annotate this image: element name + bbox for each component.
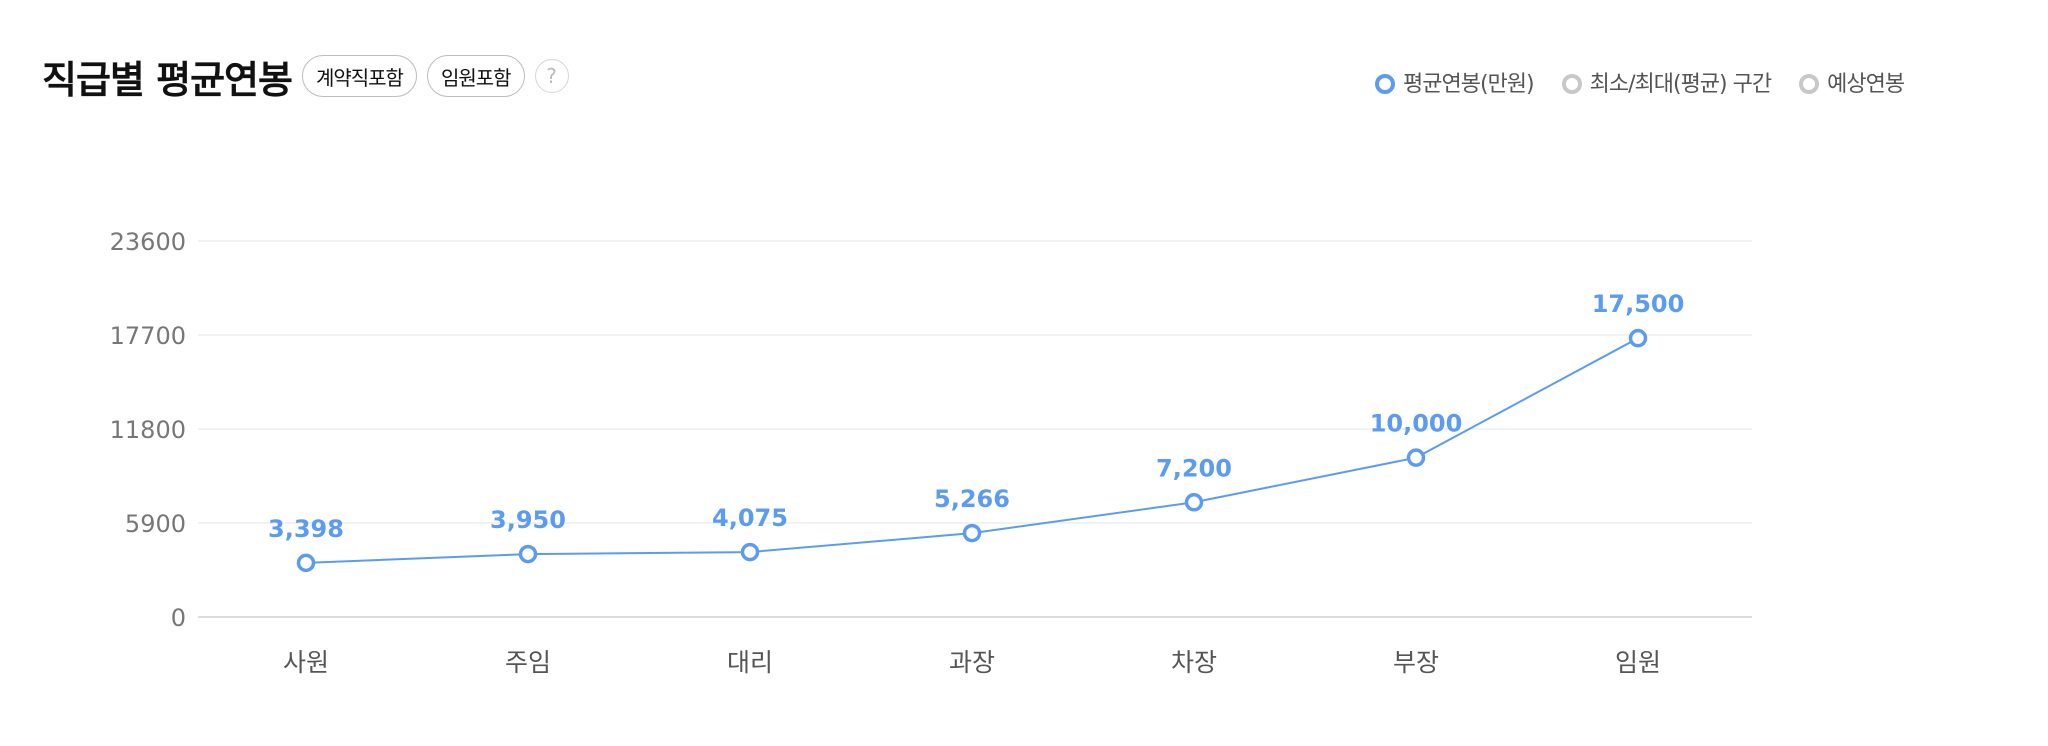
- y-tick-label: 23600: [110, 228, 186, 256]
- y-tick-label: 17700: [110, 322, 186, 350]
- circle-dot-icon: [1375, 74, 1395, 94]
- include-executive-chip[interactable]: 임원포함: [426, 55, 525, 97]
- legend-label: 최소/최대(평균) 구간: [1589, 72, 1772, 97]
- y-tick-label: 0: [171, 604, 186, 632]
- y-tick-label: 5900: [125, 510, 186, 538]
- x-tick-label: 차장: [1171, 648, 1217, 677]
- chart-title: 직급별 평균연봉: [42, 57, 293, 102]
- data-point: [1628, 328, 1648, 348]
- data-label: 3,950: [490, 506, 566, 534]
- data-label: 5,266: [934, 485, 1010, 513]
- data-label: 17,500: [1592, 290, 1685, 318]
- y-tick-label: 11800: [110, 416, 186, 444]
- chart-legend: 평균연봉(만원) 최소/최대(평균) 구간 예상연봉: [1375, 66, 1932, 98]
- legend-label: 평균연봉(만원): [1403, 72, 1535, 97]
- x-tick-label: 임원: [1615, 648, 1661, 677]
- help-icon[interactable]: ?: [534, 59, 569, 93]
- legend-item-min-max-range[interactable]: 최소/최대(평균) 구간: [1561, 66, 1772, 98]
- circle-dot-icon: [1799, 74, 1820, 94]
- data-label: 4,075: [712, 504, 788, 532]
- data-label: 7,200: [1156, 454, 1232, 482]
- data-point: [296, 553, 316, 573]
- circle-dot-icon: [1561, 74, 1582, 94]
- data-point: [1406, 448, 1426, 467]
- legend-label: 예상연봉: [1827, 72, 1905, 97]
- x-tick-label: 대리: [727, 648, 773, 677]
- data-point: [740, 542, 760, 562]
- x-tick-label: 부장: [1393, 648, 1439, 677]
- data-point: [1184, 493, 1204, 512]
- x-tick-label: 사원: [283, 648, 329, 677]
- x-tick-label: 주임: [505, 648, 551, 677]
- legend-item-expected-salary[interactable]: 예상연봉: [1799, 66, 1905, 98]
- data-label: 10,000: [1370, 410, 1463, 438]
- data-label: 3,398: [268, 515, 344, 543]
- chart-header: 직급별 평균연봉 계약직포함 임원포함 ?: [42, 46, 569, 106]
- data-point: [962, 523, 982, 543]
- x-tick-label: 과장: [949, 648, 995, 677]
- data-point: [518, 544, 538, 564]
- legend-item-average-salary[interactable]: 평균연봉(만원): [1375, 66, 1535, 98]
- include-contract-chip[interactable]: 계약직포함: [301, 55, 417, 97]
